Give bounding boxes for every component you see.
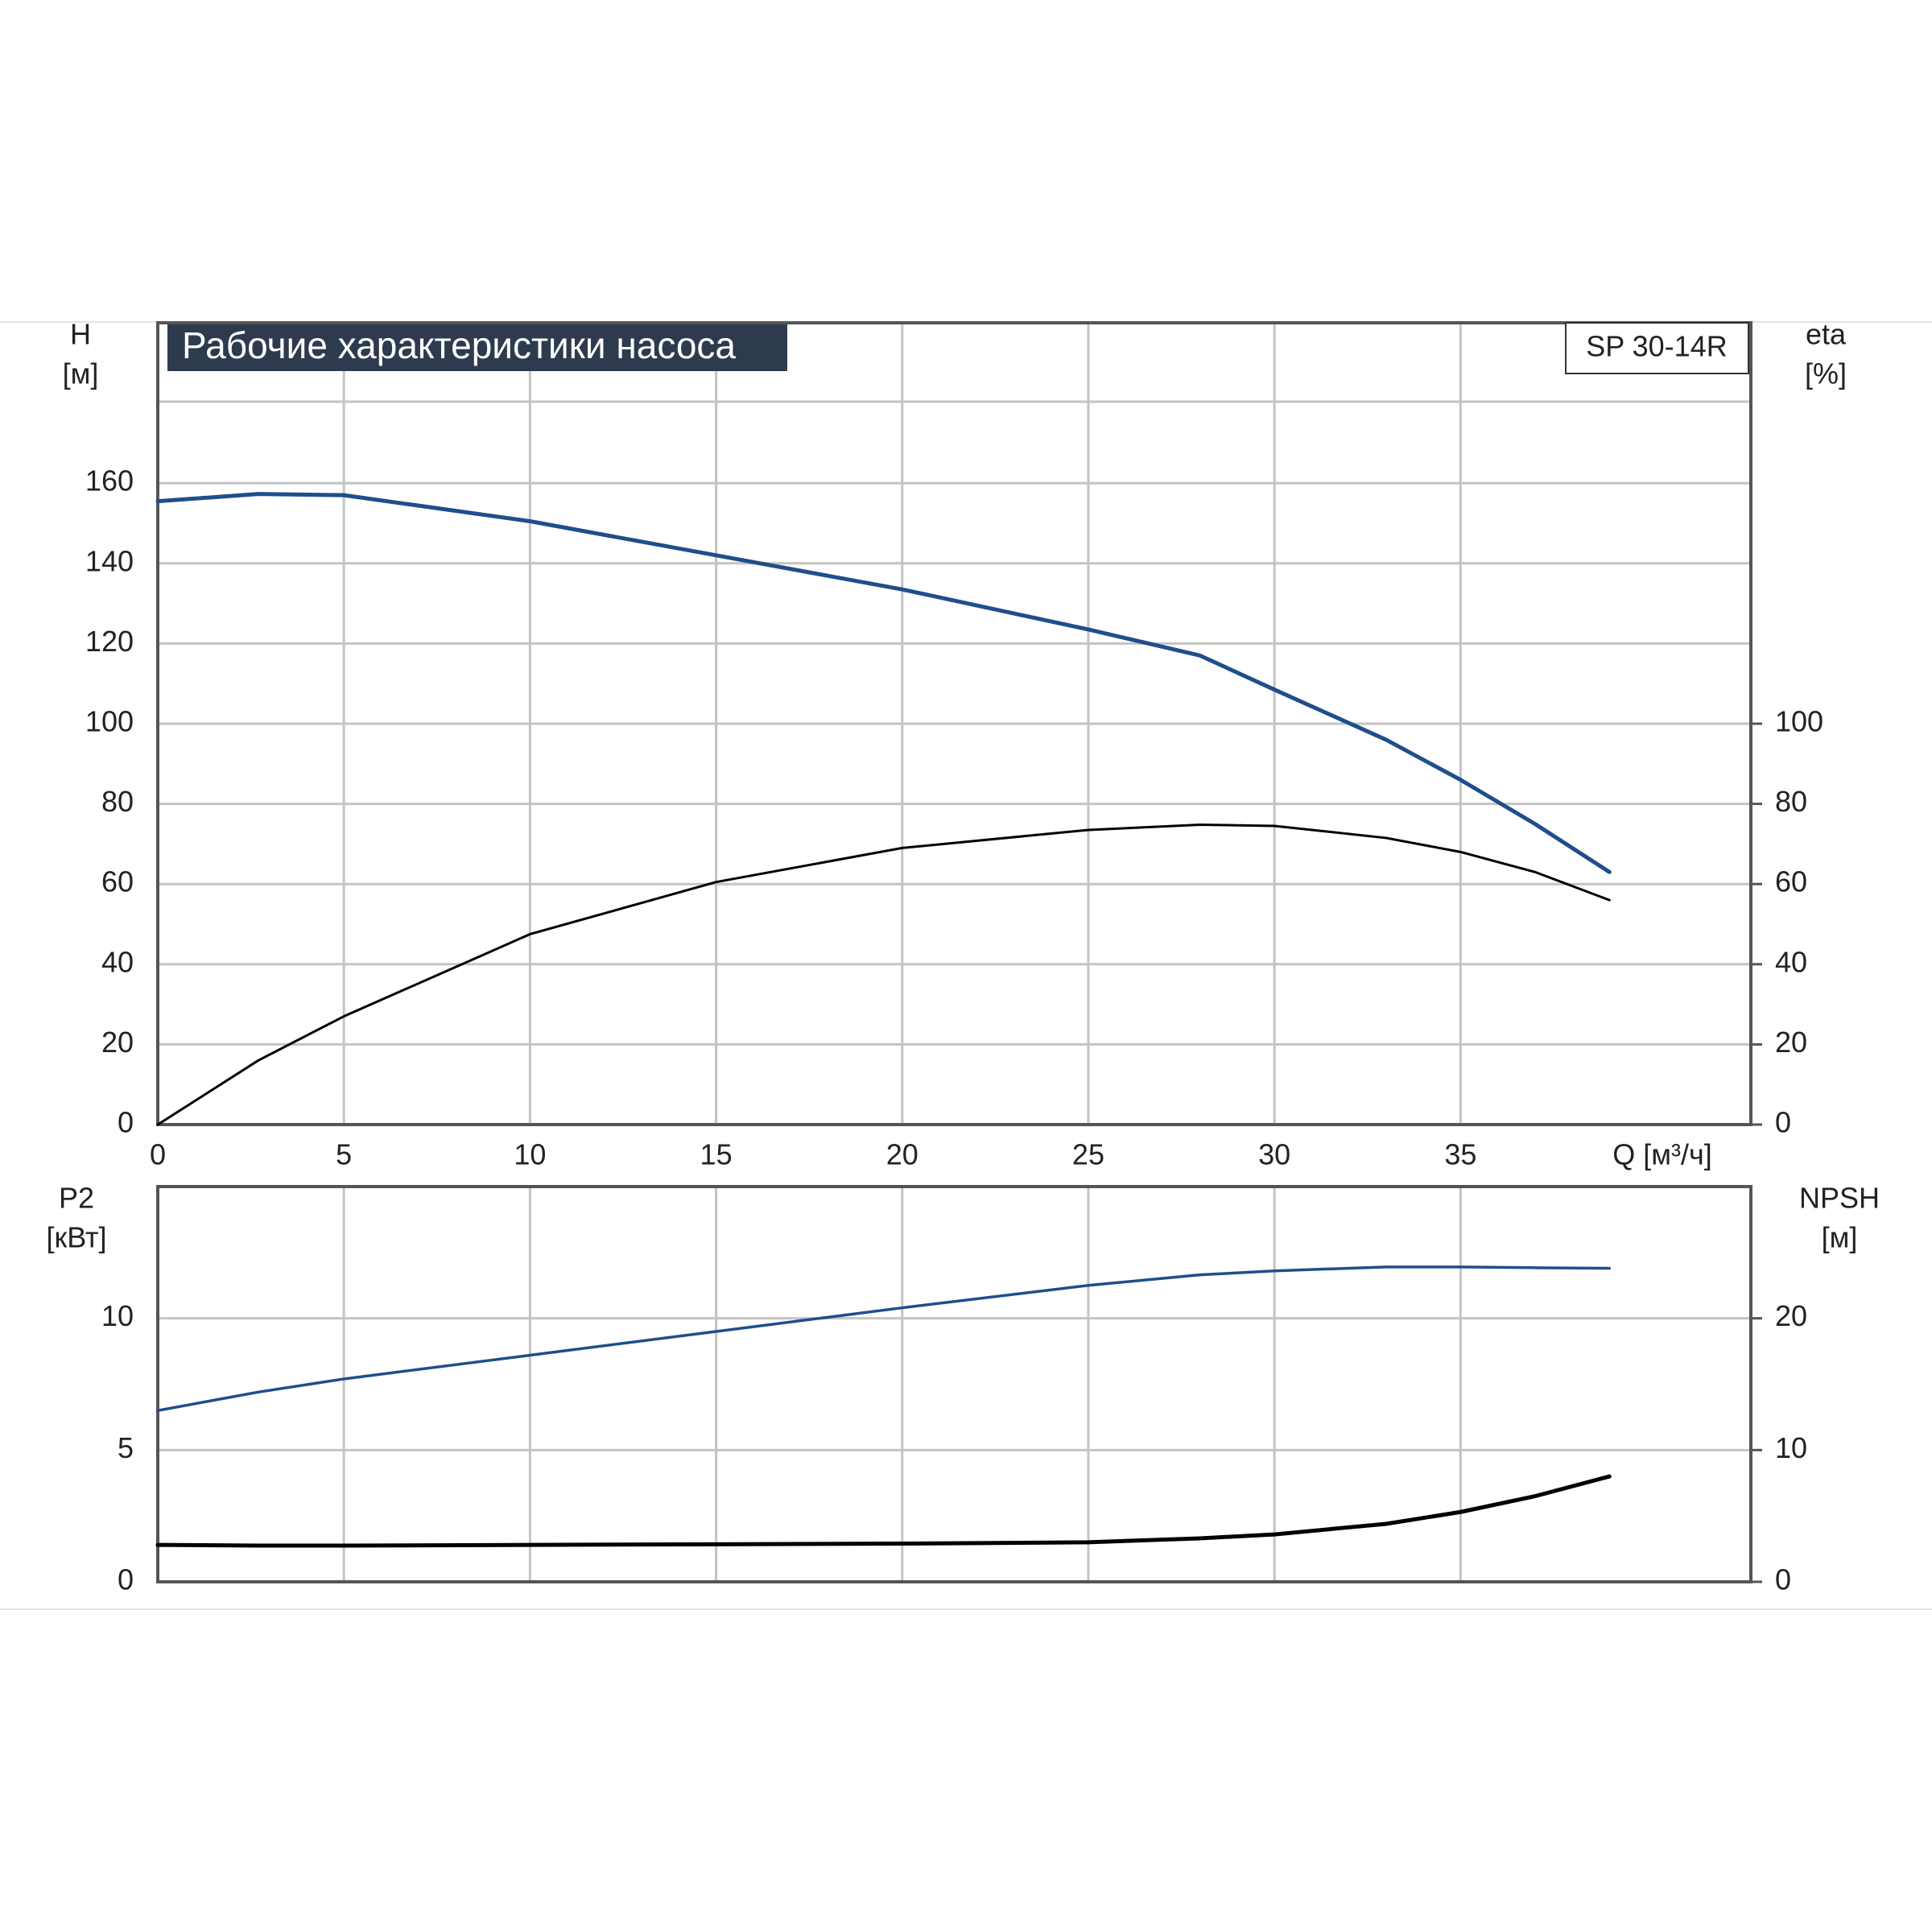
y2-tick-label: 0 (1775, 1563, 1791, 1596)
y2-tick-label: 0 (1775, 1106, 1791, 1139)
chart-title: Рабочие характеристики насоса (182, 324, 736, 366)
plot-frame (156, 1185, 1752, 1583)
x-tick-label: 35 (1444, 1138, 1476, 1171)
y-tick-label: 60 (101, 865, 134, 898)
x-tick-label: 20 (886, 1138, 919, 1171)
series-line (156, 1265, 1612, 1412)
x-tick-label: 30 (1258, 1138, 1290, 1171)
y2-label: NPSH (1799, 1182, 1880, 1215)
model-label: SP 30-14R (1586, 330, 1727, 363)
y2-unit: [%] (1805, 357, 1847, 390)
series-line (155, 1474, 1612, 1548)
y2-tick-label: 20 (1775, 1299, 1807, 1332)
y2-tick-label: 10 (1775, 1431, 1807, 1464)
x-tick-label: 15 (700, 1138, 733, 1171)
y-tick-label: 100 (85, 705, 134, 738)
y-tick-label: 140 (85, 544, 134, 577)
y-tick-label: 120 (85, 625, 134, 658)
y2-tick-label: 60 (1775, 865, 1807, 898)
x-tick-label: 0 (150, 1138, 166, 1171)
y-tick-label: 20 (101, 1026, 134, 1059)
y-unit: [кВт] (46, 1221, 106, 1254)
y-tick-label: 5 (118, 1431, 134, 1464)
y2-label: eta (1806, 318, 1847, 351)
y2-unit: [м] (1822, 1221, 1858, 1254)
x-tick-label: 25 (1072, 1138, 1104, 1171)
y-tick-label: 10 (101, 1299, 134, 1332)
y-tick-label: 80 (101, 785, 134, 818)
series-line (155, 492, 1612, 874)
y-tick-label: 160 (85, 464, 134, 497)
model-box (1565, 322, 1749, 374)
y2-tick-label: 20 (1775, 1026, 1807, 1059)
y2-tick-label: 80 (1775, 785, 1807, 818)
y-unit: [м] (63, 357, 99, 390)
x-label: Q [м³/ч] (1612, 1138, 1712, 1171)
y2-tick-label: 40 (1775, 945, 1807, 978)
y-tick-label: 0 (118, 1106, 134, 1139)
y-label: H (70, 318, 91, 351)
y-tick-label: 40 (101, 945, 134, 978)
y2-tick-label: 100 (1775, 705, 1823, 738)
y-tick-label: 0 (118, 1563, 134, 1596)
x-tick-label: 10 (514, 1138, 546, 1171)
x-tick-label: 5 (336, 1138, 352, 1171)
title-box (167, 324, 787, 371)
series-line (156, 824, 1611, 1126)
y-label: P2 (59, 1182, 94, 1215)
